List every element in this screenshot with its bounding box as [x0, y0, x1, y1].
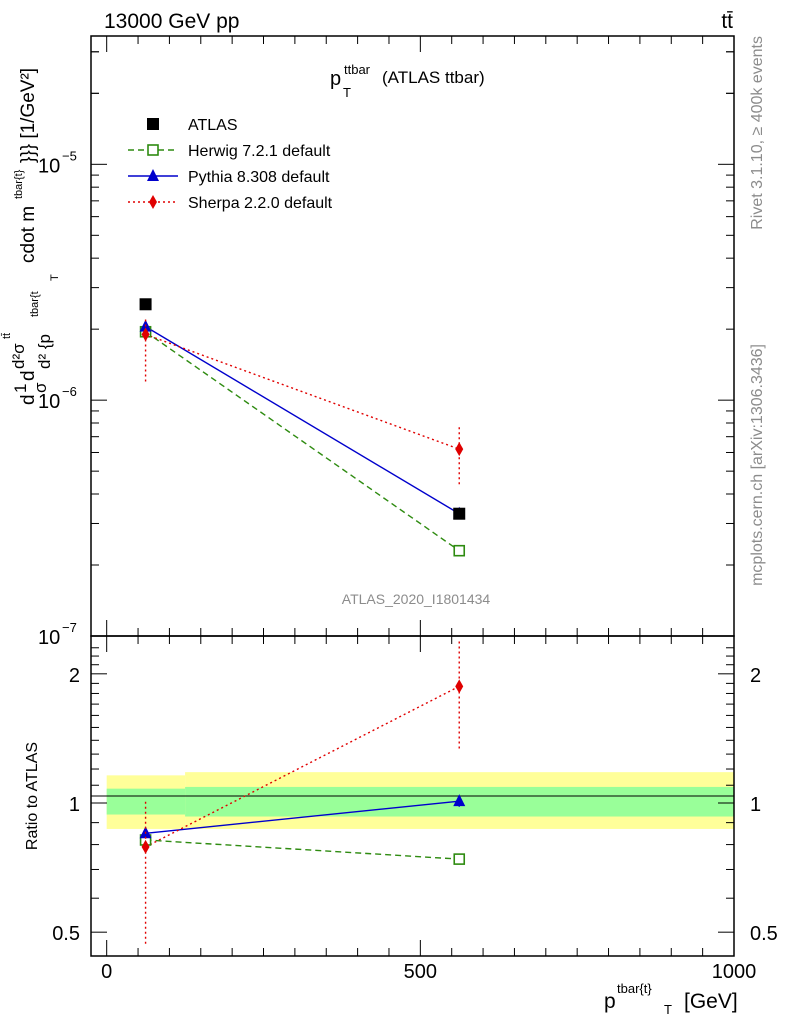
- title-rest: (ATLAS ttbar): [382, 68, 485, 87]
- ylabel-sigma-sup: tt̄: [1, 333, 13, 339]
- legend-sherpa-marker: [149, 195, 157, 209]
- ratio-sherpa-line: [145, 685, 460, 848]
- main-herwig-line: [145, 331, 460, 552]
- ylabel-d2: d: [18, 370, 39, 381]
- ratio-pythia-point-1-marker: [453, 794, 466, 807]
- analysis-watermark: ATLAS_2020_I1801434: [342, 591, 491, 607]
- ylabel-sigma: σ: [31, 382, 50, 393]
- title-sub: T: [343, 85, 351, 100]
- title-p: p: [330, 68, 341, 90]
- ylabel-denominator: d² {p: [35, 334, 54, 369]
- main-ytick-exp-1: −6: [62, 384, 77, 399]
- ylabel-one: 1: [11, 384, 30, 393]
- mcplots-label: mcplots.cern.ch [arXiv:1306.3436]: [749, 344, 766, 586]
- main-ytick-label-0: 10: [38, 155, 60, 177]
- title-sup: ttbar: [344, 62, 371, 77]
- xtick-label-2: 1000: [712, 961, 757, 983]
- xlabel-sup: tbar{t}: [617, 981, 652, 996]
- ratio-frame: [90, 635, 735, 957]
- xtick-label-1: 500: [404, 961, 437, 983]
- ratio-y-axis-label: Ratio to ATLAS: [24, 742, 41, 850]
- ratio-sherpa-point-0-marker: [141, 839, 150, 854]
- ratio-ytick-label-left-1: 1: [69, 794, 80, 816]
- legend-herwig-label: Herwig 7.2.1 default: [188, 143, 331, 160]
- legend-pythia-label: Pythia 8.308 default: [188, 169, 330, 186]
- ratio-ytick-label-right-2: 2: [750, 665, 761, 687]
- main-ytick-label-2: 10: [38, 627, 60, 649]
- main-sherpa-line: [145, 333, 460, 450]
- ratio-pythia-line: [145, 800, 460, 834]
- main-ytick-exp-2: −7: [62, 620, 77, 635]
- main-ticks: 10−510−610−7: [38, 36, 735, 649]
- main-pythia-line: [145, 326, 460, 515]
- xlabel-p: p: [604, 990, 616, 1013]
- main-atlas-point-1-marker: [453, 507, 466, 520]
- ratio-ytick-label-left-0: 0.5: [52, 923, 80, 945]
- xtick-label-0: 0: [101, 961, 112, 983]
- ylabel-d1: d: [18, 394, 39, 405]
- ratio-uncertainty-bands: [106, 772, 735, 829]
- legend: ATLAS Herwig 7.2.1 default Pythia 8.308 de…: [128, 117, 333, 212]
- legend-sherpa-label: Sherpa 2.2.0 default: [188, 195, 333, 212]
- ratio-band-green-0: [106, 788, 186, 815]
- ratio-herwig-point-1-marker: [453, 853, 466, 865]
- legend-atlas-marker: [147, 118, 159, 130]
- ratio-ticks: 0.5 0.5 1 1 2 2 0 500 1000: [52, 636, 778, 983]
- header-right-label: tt̄: [721, 10, 733, 33]
- legend-herwig-marker: [147, 144, 159, 156]
- ylabel-rest: cdot m: [18, 206, 39, 263]
- ylabel-denom-sub: T: [49, 274, 61, 281]
- main-ytick-label-1: 10: [38, 391, 60, 413]
- main-title: p ttbar T (ATLAS ttbar): [330, 62, 485, 100]
- ylabel-d2sigma: d²σ: [9, 343, 28, 369]
- main-sherpa-point-0-marker: [141, 327, 150, 342]
- main-atlas-point-0-marker: [139, 298, 152, 311]
- main-series-lines: [145, 326, 460, 552]
- ylabel-units: }}} [1/GeV²]: [18, 68, 39, 163]
- ylabel-rest-sup: tbar{t}: [13, 169, 25, 199]
- legend-atlas-label: ATLAS: [188, 117, 238, 134]
- rivet-label: Rivet 3.1.10, ≥ 400k events: [749, 36, 766, 230]
- legend-pythia-marker: [147, 169, 159, 181]
- ylabel-denom-sup: tbar{t: [29, 291, 41, 317]
- ratio-herwig-line: [145, 839, 460, 860]
- ratio-ytick-label-right-0: 0.5: [750, 923, 778, 945]
- main-y-axis-label: d 1 σ d d²σ tt̄ d² {p tbar{t T cdot m tb…: [1, 68, 61, 405]
- main-markers: [139, 298, 466, 557]
- ratio-sherpa-point-1-marker: [455, 679, 464, 694]
- main-sherpa-point-1-marker: [455, 442, 464, 457]
- xlabel-sub: T: [664, 1002, 672, 1017]
- header-left-label: 13000 GeV pp: [104, 10, 239, 33]
- main-herwig-point-1-marker: [453, 544, 466, 557]
- xlabel-units: [GeV]: [684, 990, 738, 1013]
- main-ytick-exp-0: −5: [62, 148, 77, 163]
- ratio-ytick-label-right-1: 1: [750, 794, 761, 816]
- x-axis-label: p tbar{t} T [GeV]: [604, 981, 738, 1017]
- ratio-ytick-label-left-2: 2: [69, 665, 80, 687]
- ratio-series-lines: [145, 685, 460, 860]
- ratio-markers: [139, 641, 466, 944]
